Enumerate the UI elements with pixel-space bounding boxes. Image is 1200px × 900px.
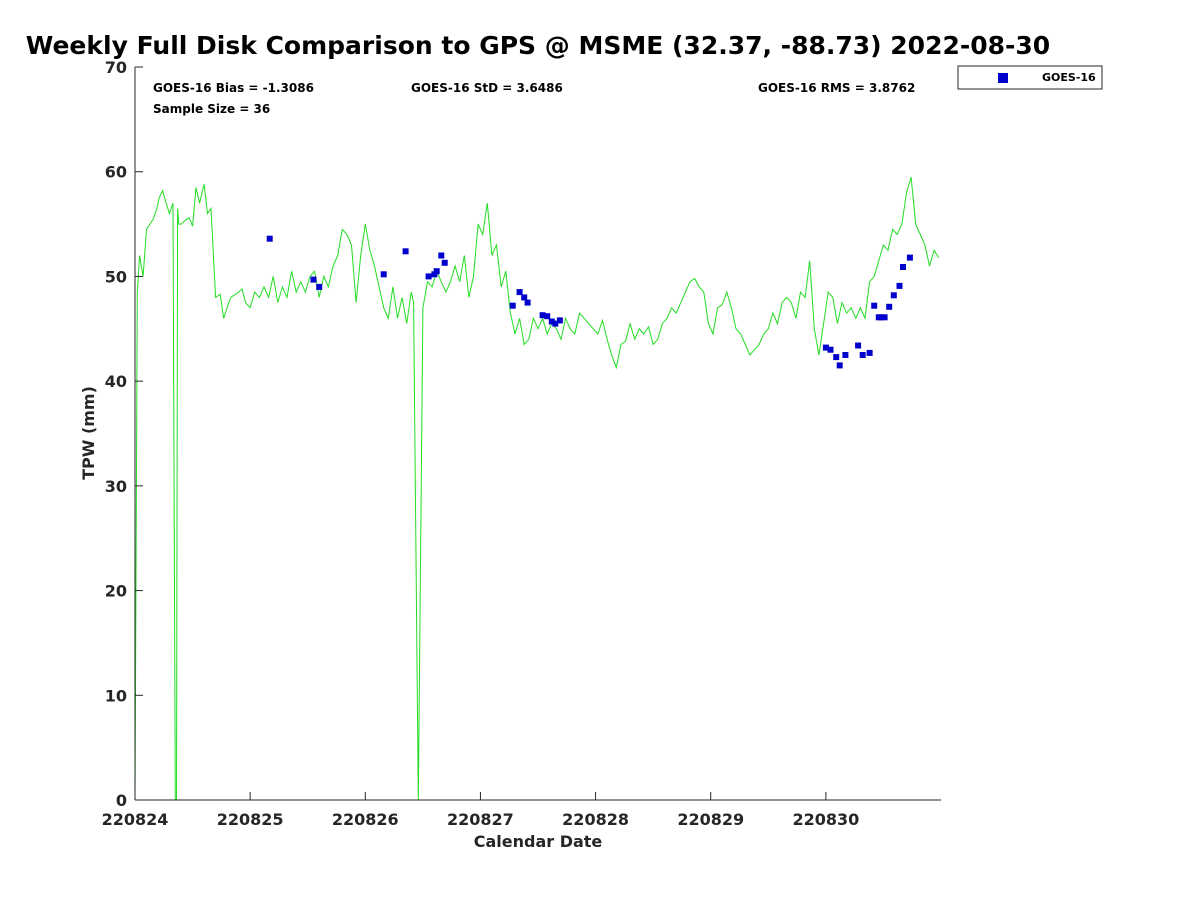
- goes16-point: [827, 346, 834, 353]
- y-axis-label: TPW (mm): [79, 386, 98, 480]
- std-stat: GOES-16 StD = 3.6486: [411, 81, 563, 95]
- x-tick-label: 220824: [102, 810, 169, 829]
- plot-area: [135, 67, 941, 800]
- sample-size-stat: Sample Size = 36: [153, 102, 270, 116]
- goes16-point: [266, 235, 273, 242]
- goes16-point: [822, 344, 829, 351]
- goes16-point: [433, 268, 440, 275]
- goes16-point: [441, 259, 448, 266]
- rms-stat: GOES-16 RMS = 3.8762: [758, 81, 915, 95]
- x-tick-label: 220829: [677, 810, 744, 829]
- goes16-point: [310, 276, 317, 283]
- y-tick-label: 50: [105, 267, 127, 286]
- goes16-point: [900, 264, 906, 270]
- goes16-point: [544, 313, 551, 320]
- legend-marker: [998, 73, 1008, 83]
- x-axis-ticks: 220824 220825 220826 220827 220828 220829 2208…: [102, 792, 859, 829]
- y-tick-label: 30: [105, 477, 127, 496]
- legend: GOES-16: [957, 65, 1103, 90]
- y-tick-label: 60: [105, 163, 127, 182]
- goes16-point: [521, 294, 528, 301]
- goes16-point: [402, 248, 409, 255]
- goes16-point: [548, 318, 555, 325]
- y-axis-ticks: 0 10 20 30 40 50 60 70: [105, 58, 143, 810]
- goes16-point: [316, 283, 323, 290]
- goes16-point: [906, 254, 913, 261]
- y-tick-label: 0: [116, 791, 127, 810]
- goes16-point: [516, 289, 523, 296]
- gps-layer: [134, 176, 940, 801]
- x-tick-label: 220827: [447, 810, 514, 829]
- goes16-point: [833, 354, 840, 361]
- goes16-point: [878, 314, 885, 321]
- goes16-point: [539, 312, 546, 319]
- goes16-point: [896, 282, 903, 289]
- goes16-point: [836, 362, 843, 369]
- goes16-point: [380, 271, 387, 278]
- y-tick-label: 10: [105, 686, 127, 705]
- goes16-point: [438, 252, 445, 259]
- x-tick-label: 220830: [792, 810, 859, 829]
- goes16-point: [859, 352, 866, 358]
- gps-tpw-line: [134, 176, 940, 801]
- y-tick-label: 20: [105, 582, 127, 601]
- y-tick-label: 40: [105, 372, 127, 391]
- goes16-point: [431, 271, 438, 278]
- goes16-point: [881, 314, 888, 321]
- legend-box: [957, 65, 1103, 90]
- legend-entry-goes16: GOES-16: [1042, 71, 1096, 84]
- goes16-point: [871, 302, 878, 309]
- x-tick-label: 220826: [332, 810, 399, 829]
- goes16-point: [556, 317, 563, 324]
- y-tick-label: 70: [105, 58, 127, 77]
- goes16-point: [552, 320, 559, 327]
- goes16-point: [524, 299, 531, 306]
- goes16-point: [866, 349, 873, 356]
- x-tick-label: 220825: [217, 810, 284, 829]
- goes16-point: [842, 352, 849, 358]
- bias-stat: GOES-16 Bias = -1.3086: [153, 81, 314, 95]
- x-tick-label: 220828: [562, 810, 629, 829]
- goes16-point: [855, 342, 862, 349]
- goes16-points: [266, 235, 913, 369]
- goes16-point: [509, 302, 516, 309]
- chart-title: Weekly Full Disk Comparison to GPS @ MSM…: [26, 31, 1050, 60]
- goes16-point: [425, 273, 432, 280]
- goes16-point: [890, 292, 897, 299]
- goes16-point: [886, 303, 893, 310]
- x-axis-label: Calendar Date: [474, 832, 603, 851]
